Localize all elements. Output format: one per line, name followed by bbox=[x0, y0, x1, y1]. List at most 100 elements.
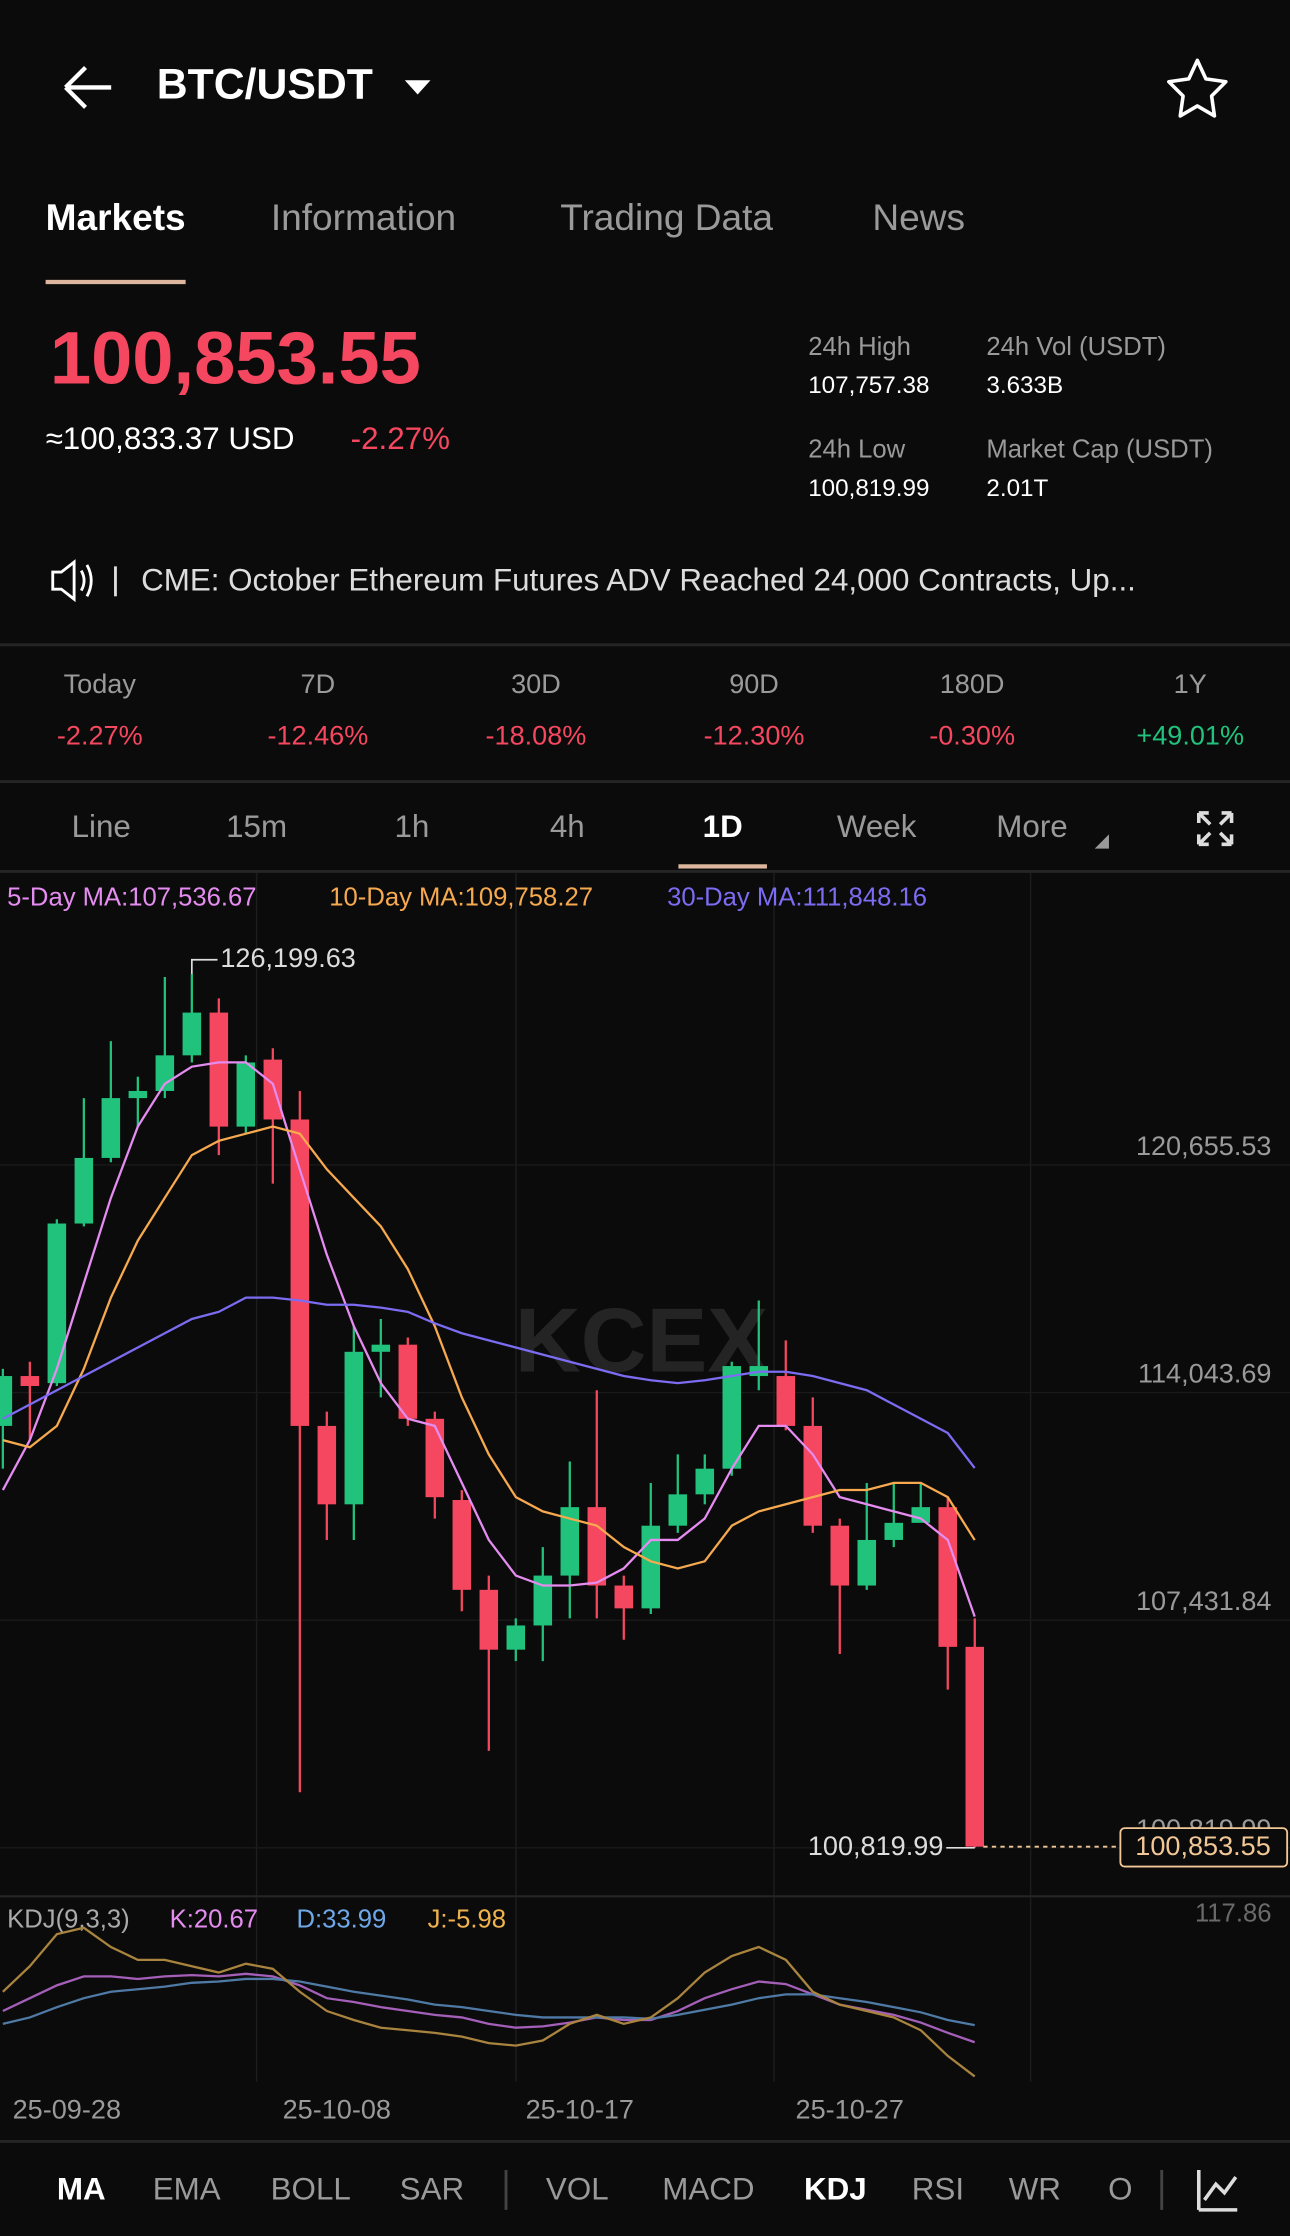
indicator-tab[interactable]: VOL bbox=[546, 2172, 609, 2207]
speaker-icon bbox=[51, 559, 93, 603]
fullscreen-button[interactable] bbox=[1196, 811, 1234, 847]
stat-label: 24h Vol (USDT) bbox=[986, 333, 1166, 361]
x-tick-label: 25-10-27 bbox=[796, 2094, 904, 2125]
tab[interactable]: Markets bbox=[46, 196, 186, 238]
interval-tab[interactable]: 1h bbox=[395, 809, 430, 844]
indicator-tab[interactable]: BOLL bbox=[271, 2172, 351, 2207]
candle-body bbox=[452, 1500, 472, 1590]
back-button[interactable] bbox=[64, 65, 112, 109]
candle-body bbox=[560, 1507, 580, 1576]
period-label: 30D bbox=[511, 668, 561, 699]
stat-value: 3.633B bbox=[986, 372, 1063, 399]
period-change: +49.01% bbox=[1136, 720, 1244, 751]
stat-value: 107,757.38 bbox=[808, 372, 929, 399]
usd-price: ≈100,833.37 USD bbox=[46, 421, 295, 456]
stat-value: 100,819.99 bbox=[808, 475, 929, 502]
candle-body bbox=[533, 1575, 553, 1626]
candle-body bbox=[182, 1012, 202, 1056]
period-change: -12.30% bbox=[704, 720, 805, 751]
period-change: -12.46% bbox=[267, 720, 368, 751]
candle-body bbox=[722, 1366, 742, 1469]
period-label: 7D bbox=[301, 668, 336, 699]
ma-legend: 10-Day MA:109,758.27 bbox=[329, 883, 593, 911]
ma-legend: 5-Day MA:107,536.67 bbox=[7, 883, 256, 911]
ma-line bbox=[2, 1296, 976, 1469]
pair-dropdown[interactable] bbox=[404, 80, 431, 95]
interval-tab[interactable]: More bbox=[996, 809, 1067, 844]
kdj-line bbox=[2, 1926, 976, 2078]
interval-tab[interactable]: 1D bbox=[703, 809, 743, 844]
tab[interactable]: News bbox=[872, 196, 965, 238]
candle-body bbox=[74, 1157, 94, 1224]
candle-body bbox=[20, 1376, 40, 1386]
candle-body bbox=[938, 1507, 958, 1647]
indicator-tab[interactable]: SAR bbox=[400, 2172, 464, 2207]
candle-body bbox=[776, 1376, 796, 1426]
candle-body bbox=[47, 1223, 67, 1384]
indicator-tab[interactable]: RSI bbox=[912, 2172, 964, 2207]
y-tick-label: 114,043.69 bbox=[1138, 1358, 1272, 1389]
ma-line bbox=[1, 1061, 976, 1617]
y-tick-label: 120,655.53 bbox=[1136, 1130, 1272, 1161]
indicator-tab[interactable]: MACD bbox=[662, 2172, 754, 2207]
candle-body bbox=[101, 1098, 121, 1158]
indicator-tab[interactable]: MA bbox=[57, 2172, 106, 2207]
candle-body bbox=[884, 1522, 904, 1540]
stat-label: Market Cap (USDT) bbox=[986, 436, 1213, 464]
candle-body bbox=[857, 1539, 877, 1586]
kdj-legend: D:33.99 bbox=[296, 1905, 386, 1933]
last-price-box bbox=[1119, 1827, 1289, 1868]
candle-body bbox=[344, 1351, 364, 1505]
candle-body bbox=[641, 1525, 661, 1609]
indicator-tab[interactable]: O bbox=[1108, 2172, 1132, 2207]
interval-tab[interactable]: 4h bbox=[550, 809, 585, 844]
stat-label: 24h Low bbox=[808, 436, 905, 464]
chart-vertical-grid bbox=[255, 872, 1032, 2082]
interval-tab[interactable]: Week bbox=[837, 809, 917, 844]
period-label: Today bbox=[64, 668, 137, 699]
high-marker bbox=[190, 958, 218, 975]
candle-body bbox=[830, 1525, 850, 1586]
period-label: 180D bbox=[940, 668, 1005, 699]
kdj-legend: K:20.67 bbox=[170, 1905, 258, 1933]
tab[interactable]: Information bbox=[271, 196, 456, 238]
period-change: -0.30% bbox=[929, 720, 1015, 751]
high-label: 126,199.63 bbox=[220, 942, 356, 973]
candle-body bbox=[371, 1344, 391, 1352]
price-change: -2.27% bbox=[351, 421, 450, 456]
x-tick-label: 25-09-28 bbox=[13, 2094, 121, 2125]
candle-body bbox=[290, 1119, 310, 1426]
chart-settings-button[interactable] bbox=[1196, 2169, 1238, 2212]
tab-underline bbox=[45, 279, 186, 285]
last-price-label: 100,853.55 bbox=[1135, 1830, 1271, 1861]
indicator-tab[interactable]: KDJ bbox=[804, 2172, 867, 2207]
news-ticker[interactable]: CME: October Ethereum Futures ADV Reache… bbox=[141, 562, 1136, 597]
pair-title[interactable]: BTC/USDT bbox=[157, 61, 373, 109]
x-tick-label: 25-10-17 bbox=[526, 2094, 634, 2125]
candle-body bbox=[506, 1625, 526, 1650]
period-change: -2.27% bbox=[57, 720, 143, 751]
interval-tab[interactable]: 15m bbox=[226, 809, 287, 844]
period-label: 1Y bbox=[1174, 668, 1207, 699]
candle-body bbox=[263, 1059, 283, 1120]
kdj-tick-label: 117.86 bbox=[1195, 1900, 1272, 1928]
stat-value: 2.01T bbox=[986, 475, 1048, 502]
tab[interactable]: Trading Data bbox=[560, 196, 773, 238]
last-price: 100,853.55 bbox=[50, 317, 421, 400]
stat-label: 24h High bbox=[808, 333, 911, 361]
x-tick-label: 25-10-08 bbox=[283, 2094, 391, 2125]
indicator-tab[interactable]: EMA bbox=[153, 2172, 221, 2207]
period-change: -18.08% bbox=[486, 720, 587, 751]
low-label: 100,819.99 bbox=[808, 1830, 944, 1861]
candle-body bbox=[236, 1062, 256, 1127]
indicator-tab[interactable]: WR bbox=[1009, 2172, 1061, 2207]
favorite-star[interactable] bbox=[1167, 58, 1228, 118]
kdj-legend: J:-5.98 bbox=[428, 1905, 506, 1933]
interval-underline bbox=[678, 864, 767, 869]
y-tick-label: 107,431.84 bbox=[1136, 1585, 1272, 1616]
candle-body bbox=[0, 1376, 13, 1426]
candle-body bbox=[965, 1646, 985, 1847]
more-caret bbox=[1094, 834, 1109, 849]
interval-tab[interactable]: Line bbox=[72, 809, 131, 844]
